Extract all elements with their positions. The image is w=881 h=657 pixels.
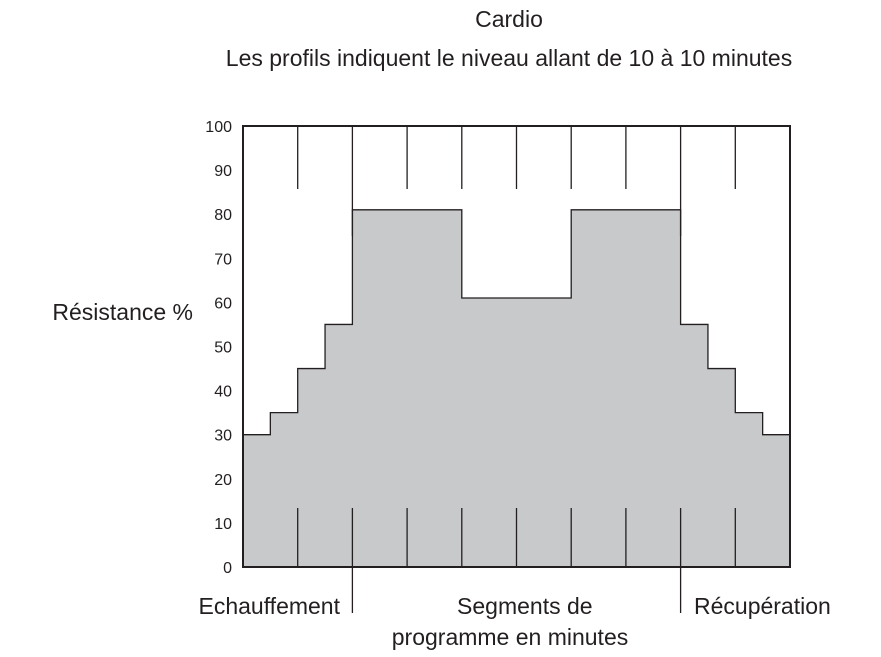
- y-tick-label-100: 100: [205, 119, 232, 136]
- y-tick-label-10: 10: [214, 516, 232, 533]
- y-tick-label-20: 20: [214, 472, 232, 489]
- y-tick-label-30: 30: [214, 428, 232, 445]
- y-axis-label: Résistance %: [52, 299, 193, 325]
- section-label-segments-line-2: programme en minutes: [392, 624, 629, 650]
- profile-line: [243, 209, 790, 436]
- y-tick-label-0: 0: [223, 560, 232, 577]
- chart-title: Cardio: [475, 6, 543, 32]
- y-tick-label-90: 90: [214, 163, 232, 180]
- section-label-segments-line-1: Segments de: [457, 593, 593, 619]
- section-label-segments: Segments de programme en minutes: [392, 593, 629, 650]
- plot-frame: [242, 125, 791, 568]
- y-tick-label-40: 40: [214, 384, 232, 401]
- chart-subtitle: Les profils indiquent le niveau allant d…: [226, 45, 792, 71]
- profile-area-fill: [243, 209, 790, 568]
- y-tick-label-60: 60: [214, 295, 232, 312]
- y-tick-label-50: 50: [214, 340, 232, 357]
- y-tick-label-80: 80: [214, 207, 232, 224]
- section-label-warmup: Echauffement: [198, 593, 340, 619]
- plot-area: 0 10 20 30 40 50 60 70 80 90 100: [205, 119, 791, 613]
- section-label-recovery: Récupération: [694, 593, 831, 619]
- y-tick-label-70: 70: [214, 251, 232, 268]
